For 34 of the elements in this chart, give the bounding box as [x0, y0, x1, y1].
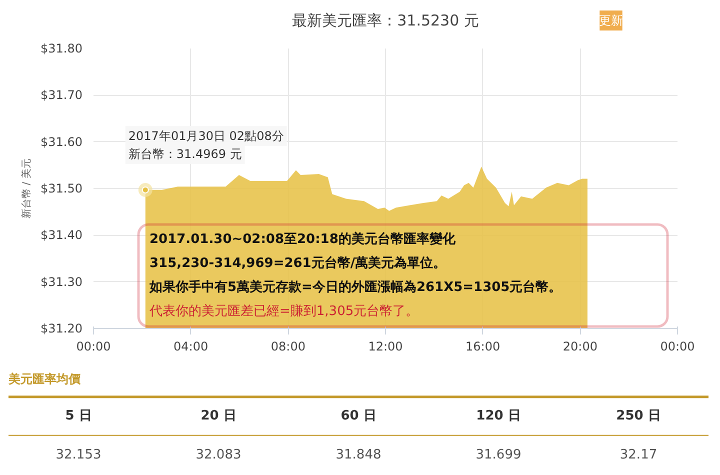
category-label: 250 日: [616, 408, 661, 424]
y-tick-label: $31.70: [40, 88, 83, 102]
data-label: 32.17: [620, 447, 658, 462]
y-tick-label: $31.80: [40, 42, 83, 56]
data-label: 31.848: [336, 447, 382, 462]
y-tick-label: $31.40: [40, 228, 83, 242]
x-tick-label: 12:00: [368, 340, 403, 354]
category-label: 60 日: [340, 408, 376, 424]
category-label: 5 日: [65, 408, 92, 424]
y-tick-label: $31.30: [40, 274, 83, 289]
annotation: 2017年01月30日 02點08分: [128, 128, 284, 143]
x-tick-label: 20:00: [562, 340, 598, 354]
annotation: 2017.01.30~02:08至20:18的美元台幣匯率變化: [150, 231, 456, 247]
text: 更新: [598, 14, 623, 28]
annotation: 代表你的美元匯差已經=賺到1,305元台幣了。: [148, 303, 419, 319]
data-label: 32.083: [196, 447, 242, 462]
y-tick-label: $31.60: [40, 134, 83, 149]
data-label: 32.153: [56, 447, 102, 462]
y-axis-title: 新台幣 / 美元: [20, 158, 33, 218]
x-tick-label: 00:00: [660, 340, 695, 354]
x-tick-label: 04:00: [174, 340, 208, 354]
annotation: 315,230-314,969=261元台幣/萬美元為單位。: [150, 255, 446, 271]
category-label: 20 日: [200, 408, 236, 424]
y-tick-label: $31.20: [40, 322, 83, 336]
annotation: 如果你手中有5萬美元存款=今日的外匯漲幅為261X5=1305元台幣。: [148, 279, 562, 295]
y-tick-label: $31.50: [40, 182, 83, 196]
data-label: 31.699: [476, 447, 522, 462]
x-tick-label: 08:00: [270, 340, 306, 354]
x-tick-label: 16:00: [466, 340, 500, 354]
category-label: 120 日: [476, 408, 521, 424]
annotation: 新台幣：31.4969 元: [128, 146, 242, 161]
x-tick-label: 00:00: [76, 340, 111, 354]
chart-title: 最新美元匯率：31.5230 元: [292, 12, 479, 30]
text: 美元匯率均價: [8, 372, 82, 386]
